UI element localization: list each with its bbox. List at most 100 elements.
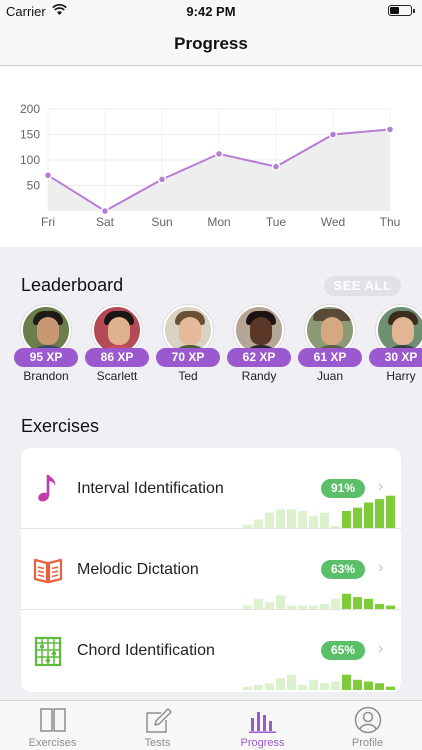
tab-label: Exercises	[28, 737, 77, 749]
history-bar	[309, 679, 318, 690]
tab-tests[interactable]: Tests	[105, 701, 210, 750]
x-tick-label: Sun	[151, 215, 172, 229]
history-bar	[276, 595, 285, 609]
book-icon	[40, 708, 66, 732]
history-bar	[287, 674, 296, 690]
history-bar	[320, 603, 329, 609]
data-point	[385, 125, 395, 134]
leader-name: Juan	[316, 369, 344, 383]
user-circle-icon	[354, 706, 382, 734]
exercises-card: Interval Identification 91% › Melodic Di…	[21, 448, 401, 692]
x-tick-label: Tue	[266, 215, 287, 229]
history-bar	[243, 605, 252, 609]
history-bar	[298, 684, 307, 690]
history-bar	[364, 681, 373, 690]
tab-progress[interactable]: Progress	[210, 701, 315, 750]
chart-area-fill	[48, 129, 390, 211]
history-bar	[254, 598, 263, 609]
history-bar	[342, 674, 351, 690]
bar-chart-icon	[249, 712, 276, 733]
history-bar	[353, 507, 362, 528]
exercise-row-chord-identification[interactable]: Chord Identification 65% ›	[21, 610, 401, 691]
xp-badge: 62 XP	[227, 348, 291, 367]
pencil-note-icon	[146, 708, 172, 733]
progress-line-chart: 50 100 150 200 Fri Sat Sun Mon Tue Wed Thu	[20, 102, 400, 229]
history-bar	[375, 499, 384, 528]
data-point	[100, 206, 110, 216]
leader-item-randy[interactable]: 62 XP Randy	[227, 305, 291, 385]
exercise-row-interval-identification[interactable]: Interval Identification 91% ›	[21, 448, 401, 529]
history-bar	[287, 605, 296, 609]
score-badge: 65%	[321, 641, 365, 660]
battery-icon	[388, 5, 415, 16]
data-point	[43, 171, 53, 180]
progress-chart: 50 100 150 200 Fri Sat Sun Mon Tue Wed Thu	[0, 67, 422, 247]
history-bar	[342, 511, 351, 528]
history-bar	[287, 509, 296, 528]
xp-badge: 70 XP	[156, 348, 220, 367]
leader-name: Ted	[178, 369, 198, 383]
status-time: 9:42 PM	[186, 4, 236, 19]
leader-name: Scarlett	[96, 369, 138, 383]
score-badge: 91%	[321, 479, 365, 498]
data-point	[157, 175, 167, 184]
history-bar	[353, 597, 362, 609]
x-tick-label: Mon	[207, 215, 230, 229]
history-bar	[254, 684, 263, 690]
history-bar	[243, 524, 252, 528]
open-book-icon	[33, 558, 63, 584]
x-tick-label: Sat	[96, 215, 115, 229]
exercise-label: Melodic Dictation	[77, 561, 199, 578]
history-bar	[243, 686, 252, 690]
x-tick-label: Fri	[41, 215, 55, 229]
leader-item-ted[interactable]: 70 XP Ted	[156, 305, 220, 385]
xp-badge: 86 XP	[85, 348, 149, 367]
history-bar	[331, 598, 340, 609]
exercises-title: Exercises	[21, 416, 100, 436]
exercise-label: Interval Identification	[77, 480, 224, 497]
tab-label: Progress	[240, 737, 285, 749]
history-bar	[375, 603, 384, 609]
data-point	[271, 162, 281, 171]
navigation-bar: Progress	[0, 22, 422, 66]
tab-exercises[interactable]: Exercises	[0, 701, 105, 750]
leader-item-juan[interactable]: 61 XP Juan	[298, 305, 362, 385]
exercise-label: Chord Identification	[77, 642, 215, 659]
leaderboard-title: Leaderboard	[21, 275, 124, 295]
x-tick-label: Wed	[321, 215, 345, 229]
see-all-button[interactable]: SEE ALL	[324, 276, 401, 296]
y-tick-label: 150	[20, 128, 40, 142]
tab-profile[interactable]: Profile	[315, 701, 420, 750]
history-bar	[320, 512, 329, 528]
exercise-row-melodic-dictation[interactable]: Melodic Dictation 63% ›	[21, 529, 401, 610]
history-bar	[309, 605, 318, 609]
tab-label: Profile	[351, 737, 384, 749]
score-badge: 63%	[321, 560, 365, 579]
data-point	[328, 130, 338, 139]
history-bar	[331, 526, 340, 528]
history-bar	[386, 686, 395, 690]
leaderboard-list: 95 XP Brandon 86 XP Scarlett 70 XP Ted 6…	[0, 305, 422, 385]
history-bar	[298, 605, 307, 609]
history-bar	[265, 512, 274, 528]
wifi-icon	[52, 4, 67, 15]
tab-bar: Exercises Tests Progress Profile	[0, 700, 422, 750]
chevron-right-icon: ›	[378, 559, 384, 576]
leader-name: Harry	[386, 369, 416, 383]
chevron-right-icon: ›	[378, 640, 384, 657]
history-bar	[342, 593, 351, 609]
exercise-history-bars	[243, 495, 395, 528]
guitar-chord-icon	[34, 636, 62, 667]
leader-item-harry[interactable]: 30 XP Harry	[369, 305, 422, 385]
xp-badge: 30 XP	[369, 348, 422, 367]
y-tick-label: 100	[20, 153, 40, 167]
history-bar	[309, 516, 318, 528]
leader-item-scarlett[interactable]: 86 XP Scarlett	[85, 305, 149, 385]
carrier-label: Carrier	[6, 4, 46, 19]
history-bar	[375, 683, 384, 690]
leader-item-brandon[interactable]: 95 XP Brandon	[14, 305, 78, 385]
history-bar	[254, 519, 263, 528]
exercise-history-bars	[243, 674, 395, 690]
y-tick-label: 200	[20, 102, 40, 116]
leader-name: Randy	[241, 369, 277, 383]
